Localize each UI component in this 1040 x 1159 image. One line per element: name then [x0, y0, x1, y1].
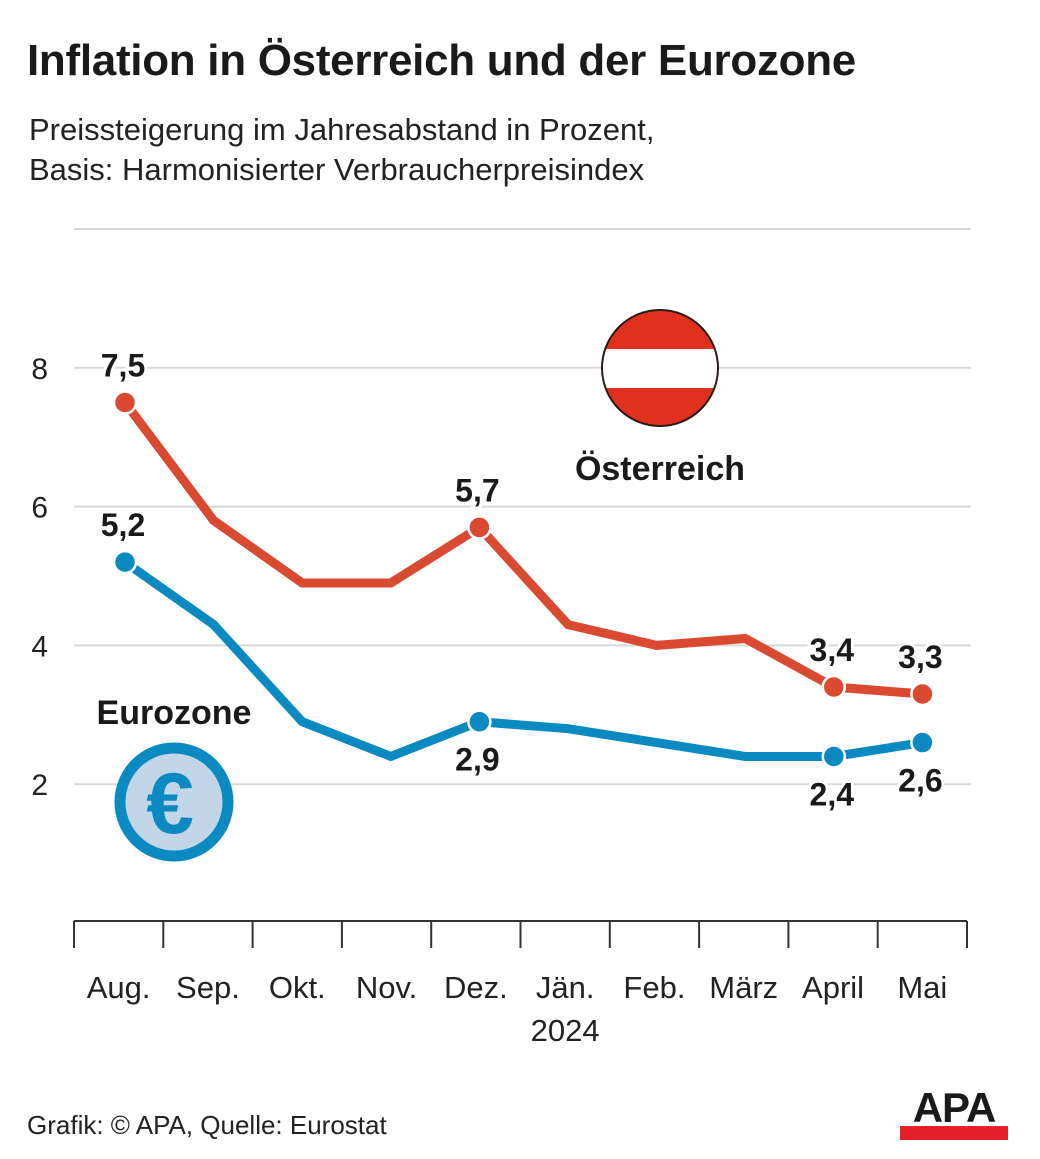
data-label: 7,5 [101, 348, 145, 384]
chart-title: Inflation in Österreich und der Eurozone [27, 36, 856, 85]
y-tick-label: 6 [31, 492, 48, 525]
series-line-austria [121, 399, 923, 699]
data-label: 3,4 [810, 632, 855, 668]
apa-logo: APA [898, 1086, 1010, 1142]
data-point-marker [821, 744, 847, 769]
x-tick-label: Mai [897, 970, 947, 1005]
x-tick-label: Sep. [176, 970, 240, 1005]
y-tick-label: 8 [31, 353, 48, 386]
source-credit: Grafik: © APA, Quelle: Eurostat [27, 1110, 387, 1140]
data-point-marker [467, 515, 492, 540]
data-label: 2,6 [898, 763, 942, 799]
series-group [112, 390, 935, 769]
data-label: 3,3 [898, 639, 942, 675]
y-tick-label: 4 [31, 630, 48, 663]
chart-subtitle: Preissteigerung im Jahresabstand in Proz… [29, 110, 655, 190]
x-tick-label: Dez. [444, 970, 508, 1005]
x-tick-label: Feb. [623, 970, 685, 1005]
legend-label-eurozone: Eurozone [97, 694, 252, 732]
data-point-marker [112, 390, 138, 415]
data-label: 2,9 [455, 742, 499, 778]
data-label: 5,2 [101, 507, 145, 543]
x-axis: Aug. Sep. Okt. Nov. Dez. Jän. Feb. März April Mai… [73, 920, 968, 1048]
austria-flag-icon [601, 309, 719, 427]
y-tick-label: 2 [31, 769, 48, 802]
data-point-marker [467, 709, 492, 734]
x-tick-label: Jän. [536, 970, 595, 1005]
x-tick-label: Okt. [269, 970, 326, 1005]
data-point-marker [910, 730, 935, 755]
apa-logo-text: APA [912, 1084, 997, 1131]
x-year-label: 2024 [531, 1013, 600, 1048]
euro-coin-icon: € [114, 742, 234, 862]
series-line-eurozone [122, 558, 924, 762]
data-point-marker [821, 674, 847, 700]
y-axis-labels: 2 4 6 8 [31, 353, 48, 802]
gridlines [74, 228, 971, 786]
euro-symbol: € [146, 756, 194, 852]
x-tick-label: Nov. [356, 970, 417, 1005]
subtitle-line-2: Basis: Harmonisierter Verbraucherpreisin… [29, 152, 645, 187]
subtitle-line-1: Preissteigerung im Jahresabstand in Proz… [29, 112, 655, 147]
x-tick-label: Aug. [87, 970, 151, 1005]
x-tick-label: April [802, 970, 864, 1005]
legend-label-austria: Österreich [575, 450, 745, 488]
data-label: 5,7 [455, 472, 499, 508]
data-point-marker [910, 681, 935, 707]
x-tick-label: März [709, 970, 778, 1005]
data-label: 2,4 [810, 776, 855, 812]
data-labels: 7,5 5,7 3,4 3,3 5,2 2,9 2,4 2,6 [98, 345, 946, 816]
data-point-marker [112, 549, 138, 575]
apa-logo-bar [900, 1126, 1008, 1140]
